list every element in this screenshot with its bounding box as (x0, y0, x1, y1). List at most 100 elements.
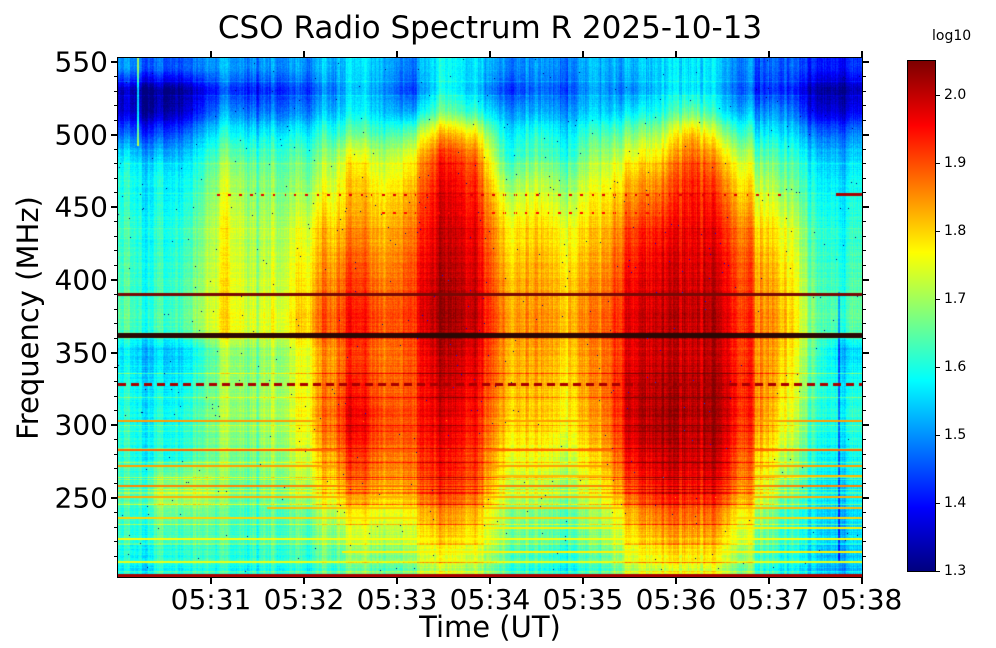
y-minor-tick (114, 366, 118, 368)
y-tick (111, 61, 118, 64)
y-tick-right (862, 133, 869, 136)
y-tick (111, 424, 118, 427)
y-minor-tick-right (862, 192, 866, 194)
y-minor-tick-right (862, 119, 866, 121)
colorbar-tick (935, 94, 940, 96)
x-tick-label: 05:33 (356, 583, 438, 616)
x-tick-label: 05:34 (449, 583, 531, 616)
y-minor-tick (114, 410, 118, 412)
colorbar-tick-label: 1.3 (944, 563, 967, 579)
y-minor-tick-right (862, 511, 866, 513)
x-tick-top (303, 51, 305, 58)
y-axis-title: Frequency (MHz) (11, 196, 45, 440)
y-tick (111, 496, 118, 499)
x-tick-top (489, 51, 491, 58)
y-tick-right (862, 61, 869, 64)
x-tick-top (582, 51, 584, 58)
y-tick-label: 400 (54, 263, 108, 297)
y-minor-tick (114, 439, 118, 441)
y-tick-label: 500 (54, 118, 108, 152)
colorbar-tick-label: 1.5 (944, 427, 967, 443)
colorbar-title: log10 (932, 28, 972, 44)
x-axis-title: Time (UT) (419, 610, 561, 644)
y-tick (111, 133, 118, 136)
y-tick-right (862, 496, 869, 499)
y-minor-tick (114, 468, 118, 470)
y-minor-tick (114, 395, 118, 397)
y-tick-right (862, 424, 869, 427)
y-minor-tick-right (862, 221, 866, 223)
y-minor-tick-right (862, 410, 866, 412)
y-minor-tick (114, 163, 118, 165)
y-minor-tick-right (862, 76, 866, 78)
y-minor-tick-right (862, 294, 866, 296)
y-tick (111, 206, 118, 209)
y-minor-tick (114, 511, 118, 513)
y-minor-tick (114, 192, 118, 194)
y-minor-tick (114, 323, 118, 325)
x-tick-label: 05:37 (728, 583, 810, 616)
y-minor-tick-right (862, 337, 866, 339)
y-minor-tick-right (862, 439, 866, 441)
y-minor-tick-right (862, 381, 866, 383)
y-minor-tick (114, 381, 118, 383)
x-tick (675, 577, 677, 584)
y-minor-tick (114, 148, 118, 150)
y-tick-right (862, 279, 869, 281)
y-minor-tick (114, 250, 118, 252)
colorbar (908, 61, 935, 571)
y-minor-tick-right (862, 264, 866, 266)
colorbar-tick-label: 2.0 (944, 87, 967, 103)
y-tick-right (862, 206, 869, 209)
x-tick-label: 05:32 (263, 583, 345, 616)
y-minor-tick (114, 235, 118, 237)
colorbar-tick (935, 230, 940, 232)
y-minor-tick (114, 221, 118, 223)
y-tick (111, 351, 118, 354)
y-minor-tick (114, 541, 118, 543)
x-tick-label: 05:38 (821, 583, 903, 616)
y-minor-tick (114, 308, 118, 310)
y-minor-tick-right (862, 482, 866, 484)
y-minor-tick-right (862, 90, 866, 92)
y-minor-tick-right (862, 177, 866, 179)
y-minor-tick-right (862, 323, 866, 325)
y-minor-tick-right (862, 366, 866, 368)
y-minor-tick (114, 337, 118, 339)
x-tick-top (210, 51, 212, 58)
colorbar-tick (935, 434, 940, 436)
chart-title: CSO Radio Spectrum R 2025-10-13 (217, 10, 763, 46)
y-minor-tick (114, 294, 118, 296)
y-minor-tick (114, 119, 118, 121)
y-minor-tick (114, 482, 118, 484)
x-tick-label: 05:35 (542, 583, 624, 616)
x-tick-label: 05:36 (635, 583, 717, 616)
x-tick (396, 577, 398, 584)
spectrogram-heatmap (118, 58, 862, 577)
colorbar-tick-label: 1.8 (944, 223, 967, 239)
y-minor-tick (114, 453, 118, 455)
y-minor-tick-right (862, 526, 866, 528)
x-tick-label: 05:31 (170, 583, 252, 616)
colorbar-tick-label: 1.7 (944, 291, 967, 307)
y-minor-tick (114, 264, 118, 266)
y-tick-label: 450 (54, 190, 108, 224)
y-minor-tick-right (862, 541, 866, 543)
y-minor-tick (114, 90, 118, 92)
y-minor-tick-right (862, 163, 866, 165)
colorbar-tick-label: 1.6 (944, 359, 967, 375)
y-minor-tick-right (862, 235, 866, 237)
y-tick-label: 350 (54, 336, 108, 370)
x-tick (861, 577, 863, 584)
y-tick-label: 300 (54, 408, 108, 442)
y-minor-tick-right (862, 308, 866, 310)
y-minor-tick (114, 177, 118, 179)
colorbar-tick (935, 502, 940, 504)
x-tick-top (768, 51, 770, 58)
y-tick-label: 250 (54, 481, 108, 515)
colorbar-tick (935, 570, 940, 572)
x-tick (489, 577, 491, 584)
x-tick (210, 577, 212, 584)
x-tick-top (396, 51, 398, 58)
